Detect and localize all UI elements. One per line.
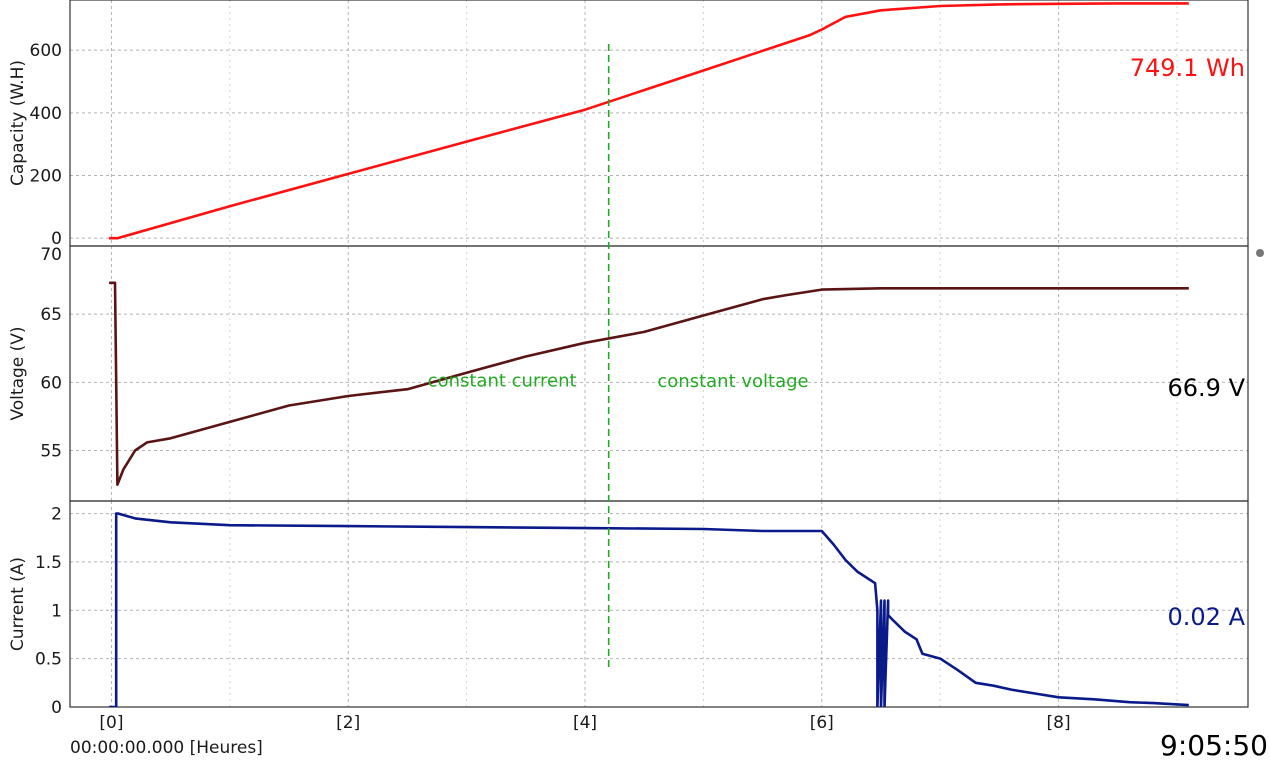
y-tick-label: 0 <box>51 698 62 718</box>
y-tick-label: 600 <box>30 41 62 61</box>
y-tick-label: 0.5 <box>35 650 62 670</box>
y-tick-label: 65 <box>40 305 62 325</box>
x-tick-label: [0] <box>99 713 123 733</box>
y-tick-label: 0 <box>51 229 62 249</box>
series-line-0 <box>109 2 1189 240</box>
panel-readout: 0.02 A <box>1168 603 1246 631</box>
time-origin-label: 00:00:00.000 [Heures] <box>70 738 263 758</box>
y-axis-label: Voltage (V) <box>8 326 28 420</box>
chart-panel-2: 0 0.5 1 1.5 2 Current (A) 0.02 A <box>8 500 1249 718</box>
elapsed-clock: 9:05:50 <box>1160 729 1268 762</box>
x-axis: [0] [2] [4] [6] [8] <box>99 713 1070 733</box>
chart-panel-1: 55 60 65 70 Voltage (V) 66.9 V constant curren… <box>8 245 1249 502</box>
y-axis-label: Capacity (W.H) <box>8 60 28 186</box>
x-tick-label: [6] <box>810 713 834 733</box>
annotation-label: constant current <box>428 370 577 391</box>
x-tick-label: [8] <box>1047 713 1071 733</box>
y-tick-label: 200 <box>30 166 62 186</box>
y-tick-label: 60 <box>40 373 62 393</box>
y-tick-label: 2 <box>51 505 62 525</box>
y-axis-label: Current (A) <box>8 557 28 651</box>
y-tick-label: 400 <box>30 104 62 124</box>
x-tick-label: [2] <box>336 713 360 733</box>
panel-readout: 749.1 Wh <box>1130 54 1245 82</box>
y-tick-label: 55 <box>40 442 62 462</box>
x-tick-label: [4] <box>573 713 597 733</box>
annotation-label: constant voltage <box>657 371 808 392</box>
panel-readout: 66.9 V <box>1168 374 1246 402</box>
y-tick-label-top: 70 <box>40 245 62 265</box>
panel-frame <box>69 500 1249 708</box>
y-tick-label: 1.5 <box>35 553 62 573</box>
series-line-0 <box>109 512 1189 707</box>
y-tick-label: 1 <box>51 601 62 621</box>
series-line-0 <box>109 281 1189 486</box>
scroll-handle-dot[interactable] <box>1256 249 1264 257</box>
